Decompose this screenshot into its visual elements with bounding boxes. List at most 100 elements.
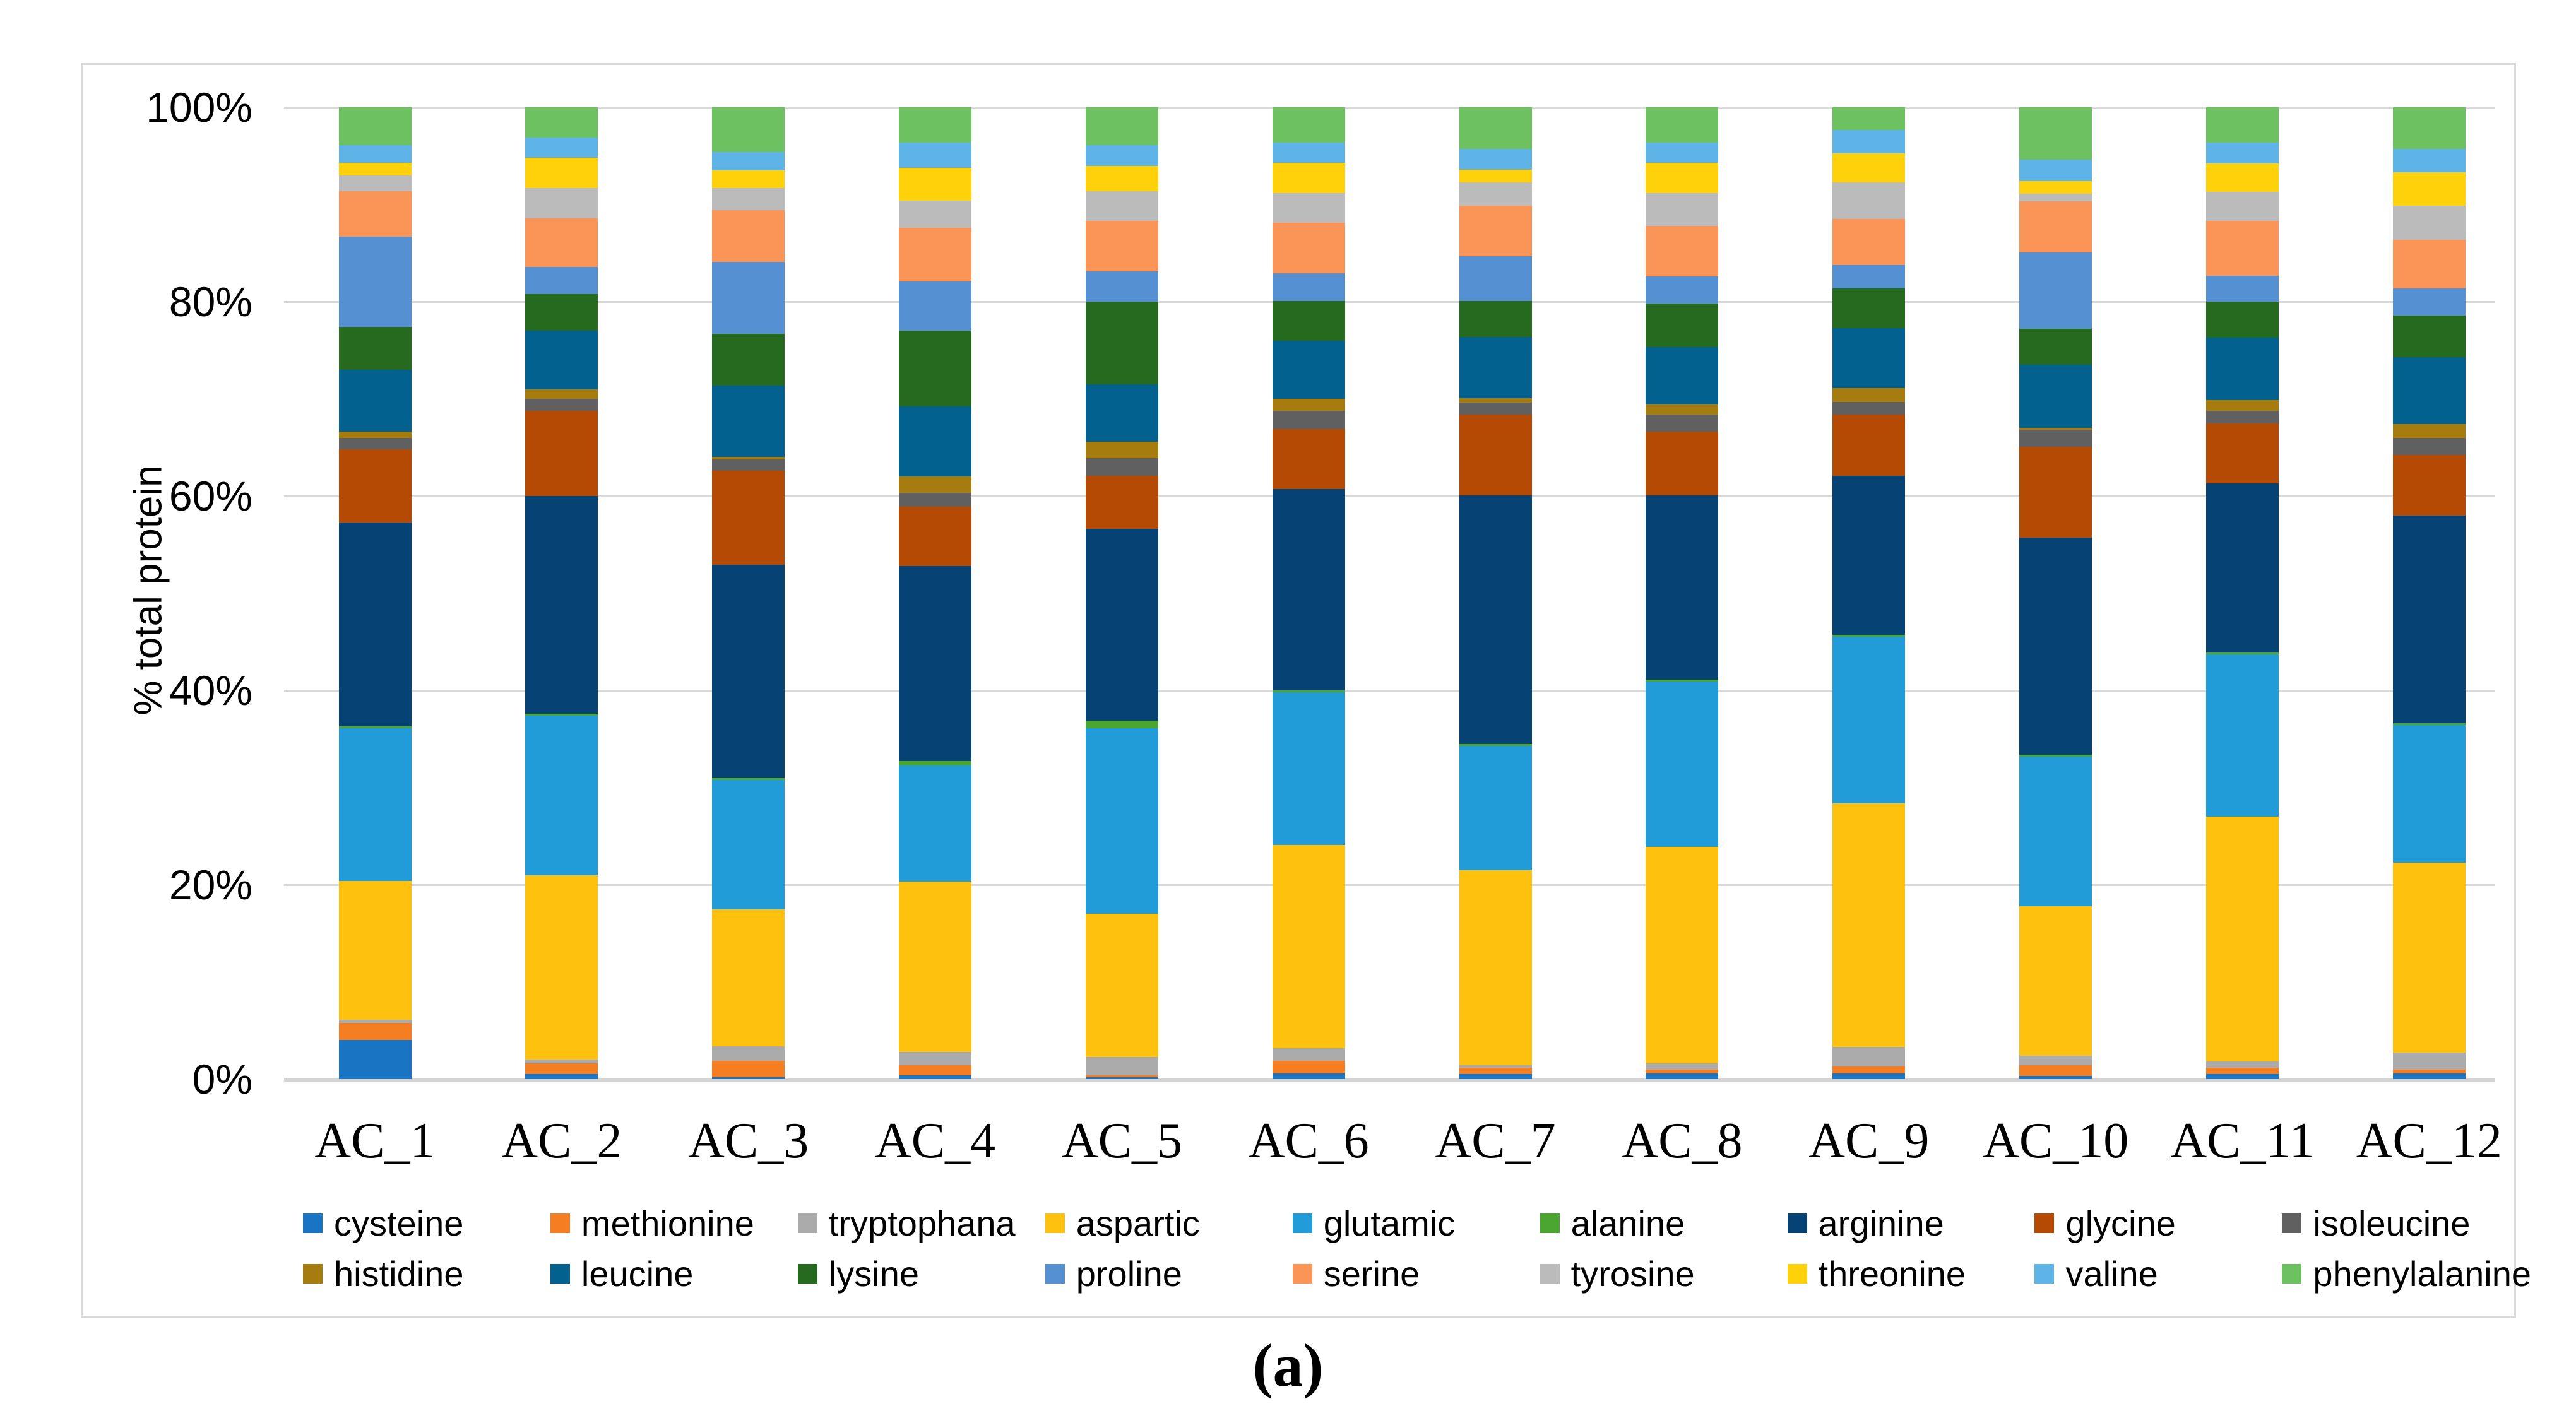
bar-segment-aspartic-AC_8 (1646, 846, 1719, 1064)
x-tick-label-AC_7: AC_7 (1435, 1113, 1556, 1169)
bar-segment-isoleucine-AC_11 (2206, 410, 2279, 423)
bar-segment-proline-AC_2 (525, 266, 598, 294)
bar-segment-valine-AC_1 (338, 145, 412, 163)
bar-segment-tryptophana-AC_2 (525, 1060, 598, 1064)
bar-segment-arginine-AC_1 (338, 522, 412, 727)
bar-AC_6 (1272, 107, 1345, 1079)
bar-segment-tyrosine-AC_6 (1272, 192, 1345, 223)
x-tick-label-AC_11: AC_11 (2170, 1113, 2315, 1169)
bar-segment-lysine-AC_3 (712, 333, 785, 386)
legend-swatch-threonine (1787, 1263, 1807, 1284)
bar-segment-arginine-AC_2 (525, 496, 598, 714)
bar-segment-threonine-AC_8 (1646, 162, 1719, 193)
bar-segment-isoleucine-AC_3 (712, 459, 785, 471)
legend-item-arginine: arginine (1787, 1203, 2035, 1244)
bar-segment-cysteine-AC_11 (2206, 1074, 2279, 1079)
bar-segment-serine-AC_7 (1459, 205, 1532, 256)
legend-swatch-arginine (1787, 1213, 1807, 1233)
bar-segment-tyrosine-AC_9 (1832, 182, 1906, 220)
bar-segment-proline-AC_10 (2019, 252, 2092, 329)
bar-segment-valine-AC_7 (1459, 149, 1532, 170)
bar-segment-threonine-AC_11 (2206, 163, 2279, 192)
bar-segment-glycine-AC_2 (525, 410, 598, 497)
bar-segment-cysteine-AC_10 (2019, 1076, 2092, 1079)
y-tick-label-80: 80% (169, 278, 252, 325)
bar-segment-serine-AC_9 (1832, 219, 1906, 265)
legend-item-valine: valine (2034, 1253, 2282, 1294)
bar-segment-glycine-AC_9 (1832, 414, 1906, 476)
bar-segment-aspartic-AC_9 (1832, 803, 1906, 1048)
bar-segment-glycine-AC_10 (2019, 446, 2092, 538)
bar-segment-glycine-AC_1 (338, 449, 412, 523)
legend-label-histidine: histidine (334, 1253, 464, 1294)
bar-segment-tyrosine-AC_10 (2019, 194, 2092, 202)
bar-segment-leucine-AC_3 (712, 385, 785, 458)
legend-item-methionine: methionine (550, 1203, 798, 1244)
bar-segment-glutamic-AC_11 (2206, 654, 2279, 817)
bar-segment-glycine-AC_5 (1085, 475, 1158, 529)
bar-segment-valine-AC_12 (2392, 149, 2466, 173)
bar-segment-tyrosine-AC_2 (525, 187, 598, 218)
bar-segment-glutamic-AC_12 (2392, 725, 2466, 863)
bar-segment-valine-AC_5 (1085, 145, 1158, 166)
bar-segment-threonine-AC_2 (525, 158, 598, 188)
bar-segment-alanine-AC_2 (525, 714, 598, 716)
bar-segment-aspartic-AC_6 (1272, 844, 1345, 1048)
bar-segment-serine-AC_12 (2392, 239, 2466, 288)
legend-swatch-valine (2034, 1263, 2055, 1284)
bar-segment-serine-AC_5 (1085, 221, 1158, 272)
bar-segment-proline-AC_12 (2392, 288, 2466, 316)
bar-segment-leucine-AC_2 (525, 331, 598, 389)
bar-segment-serine-AC_11 (2206, 221, 2279, 276)
bar-AC_12 (2392, 107, 2466, 1079)
bar-AC_4 (899, 107, 972, 1079)
bar-segment-leucine-AC_10 (2019, 365, 2092, 428)
bar-segment-glycine-AC_3 (712, 471, 785, 565)
bar-segment-cysteine-AC_9 (1832, 1073, 1906, 1079)
bar-segment-proline-AC_4 (899, 281, 972, 331)
bar-segment-cysteine-AC_2 (525, 1074, 598, 1079)
bar-segment-proline-AC_1 (338, 236, 412, 328)
legend-swatch-phenylalanine (2282, 1263, 2302, 1284)
bar-AC_2 (525, 107, 598, 1079)
bar-segment-methionine-AC_3 (712, 1060, 785, 1077)
bar-segment-phenylalanine-AC_4 (899, 107, 972, 143)
bar-segment-isoleucine-AC_4 (899, 493, 972, 507)
bar-segment-threonine-AC_12 (2392, 172, 2466, 206)
bar-segment-leucine-AC_12 (2392, 357, 2466, 425)
bar-segment-lysine-AC_7 (1459, 300, 1532, 337)
bar-segment-lysine-AC_5 (1085, 302, 1158, 384)
bar-segment-methionine-AC_12 (2392, 1069, 2466, 1073)
bar-segment-valine-AC_8 (1646, 142, 1719, 163)
bar-segment-histidine-AC_5 (1085, 441, 1158, 458)
bar-segment-arginine-AC_3 (712, 565, 785, 778)
bar-segment-alanine-AC_3 (712, 777, 785, 780)
legend-label-phenylalanine: phenylalanine (2313, 1253, 2531, 1294)
bar-segment-lysine-AC_2 (525, 293, 598, 331)
bar-segment-valine-AC_2 (525, 137, 598, 158)
bar-segment-isoleucine-AC_8 (1646, 414, 1719, 432)
bar-segment-tryptophana-AC_3 (712, 1046, 785, 1061)
bar-segment-glutamic-AC_4 (899, 765, 972, 882)
x-tick-label-AC_8: AC_8 (1622, 1113, 1743, 1169)
legend-label-isoleucine: isoleucine (2313, 1203, 2471, 1243)
bar-segment-aspartic-AC_10 (2019, 906, 2092, 1056)
bar-segment-leucine-AC_9 (1832, 328, 1906, 389)
bar-segment-cysteine-AC_8 (1646, 1073, 1719, 1079)
bar-segment-tryptophana-AC_1 (338, 1020, 412, 1023)
bar-segment-threonine-AC_10 (2019, 181, 2092, 194)
bar-segment-isoleucine-AC_5 (1085, 458, 1158, 476)
bar-segment-phenylalanine-AC_2 (525, 107, 598, 138)
bar-segment-histidine-AC_6 (1272, 399, 1345, 411)
bar-segment-histidine-AC_2 (525, 389, 598, 399)
bar-AC_11 (2206, 107, 2279, 1079)
bar-segment-isoleucine-AC_12 (2392, 437, 2466, 456)
bar-segment-methionine-AC_6 (1272, 1060, 1345, 1073)
y-tick-label-60: 60% (169, 473, 252, 519)
bar-AC_10 (2019, 107, 2092, 1079)
legend-swatch-proline (1045, 1263, 1065, 1284)
legend-label-alanine: alanine (1570, 1203, 1685, 1243)
gridline-0 (284, 1078, 2495, 1082)
bar-segment-isoleucine-AC_10 (2019, 430, 2092, 447)
